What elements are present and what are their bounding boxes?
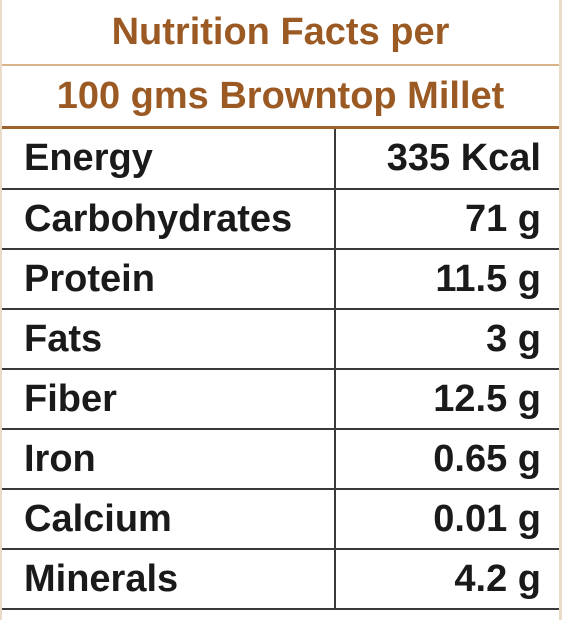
nutrient-value: 3 g [334, 308, 559, 370]
nutrient-value: 71 g [334, 188, 559, 250]
table-row: Protein 11.5 g [2, 248, 559, 310]
nutrient-value: 0.65 g [334, 428, 559, 490]
nutrient-name: Calcium [2, 488, 336, 550]
table-row: Fats 3 g [2, 308, 559, 370]
nutrition-header: Nutrition Facts per 100 gms Browntop Mil… [2, 0, 559, 129]
nutrient-value: 4.2 g [334, 548, 559, 610]
header-title-line-2: 100 gms Browntop Millet [2, 64, 559, 126]
nutrition-table: Energy 335 Kcal Carbohydrates 71 g Prote… [2, 129, 559, 610]
nutrient-name: Minerals [2, 548, 336, 610]
table-row: Fiber 12.5 g [2, 368, 559, 430]
table-row: Iron 0.65 g [2, 428, 559, 490]
nutrient-name: Energy [2, 129, 336, 190]
header-title-line-1: Nutrition Facts per [111, 10, 450, 53]
table-row: Energy 335 Kcal [2, 129, 559, 190]
table-row: Carbohydrates 71 g [2, 188, 559, 250]
nutrient-name: Protein [2, 248, 336, 310]
table-row: Calcium 0.01 g [2, 488, 559, 550]
nutrient-value: 12.5 g [334, 368, 559, 430]
nutrient-name: Iron [2, 428, 336, 490]
nutrient-name: Fats [2, 308, 336, 370]
nutrient-value: 335 Kcal [334, 129, 559, 190]
nutrient-value: 11.5 g [334, 248, 559, 310]
nutrient-name: Fiber [2, 368, 336, 430]
nutrient-value: 0.01 g [334, 488, 559, 550]
table-row: Minerals 4.2 g [2, 548, 559, 610]
nutrient-name: Carbohydrates [2, 188, 336, 250]
